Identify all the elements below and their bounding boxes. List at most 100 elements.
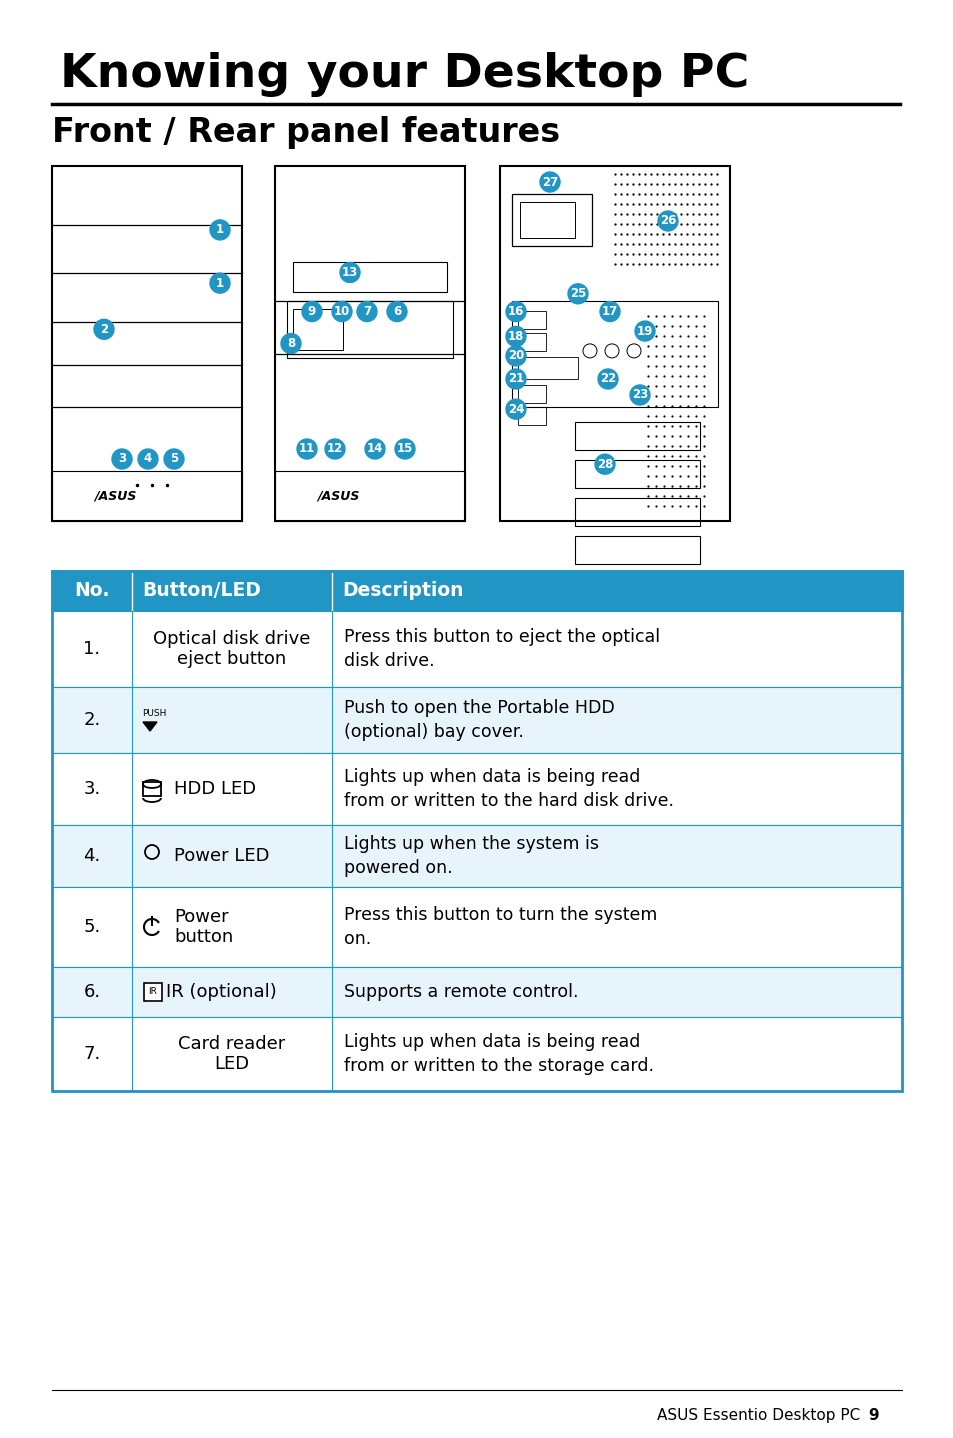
Text: ASUS Essentio Desktop PC: ASUS Essentio Desktop PC <box>656 1408 859 1424</box>
Bar <box>519 201 575 239</box>
Text: 8: 8 <box>287 336 294 349</box>
Text: Lights up when data is being read
from or written to the hard disk drive.: Lights up when data is being read from o… <box>344 768 673 810</box>
Bar <box>517 407 545 424</box>
Text: Press this button to turn the system
on.: Press this button to turn the system on. <box>344 906 657 948</box>
Circle shape <box>598 370 618 390</box>
Text: 28: 28 <box>597 457 613 470</box>
Bar <box>52 571 901 1091</box>
Bar <box>517 385 545 403</box>
Text: 20: 20 <box>507 349 523 362</box>
Bar <box>293 262 447 292</box>
Text: 5.: 5. <box>83 917 100 936</box>
Circle shape <box>599 302 619 322</box>
Text: Push to open the Portable HDD
(optional) bay cover.: Push to open the Portable HDD (optional)… <box>344 699 614 741</box>
Circle shape <box>339 263 359 282</box>
Text: 15: 15 <box>396 443 413 456</box>
Circle shape <box>138 449 158 469</box>
Text: 1: 1 <box>215 276 224 289</box>
Bar <box>52 754 901 825</box>
Bar <box>293 309 343 349</box>
Bar <box>499 165 729 521</box>
Bar <box>52 611 901 687</box>
Text: 26: 26 <box>659 214 676 227</box>
Text: Description: Description <box>341 581 463 601</box>
Circle shape <box>658 211 678 232</box>
Circle shape <box>325 439 345 459</box>
Bar <box>52 687 901 754</box>
Text: /ASUS: /ASUS <box>94 489 136 502</box>
Bar <box>52 825 901 887</box>
Text: 2: 2 <box>100 322 108 336</box>
Text: 23: 23 <box>631 388 647 401</box>
Bar <box>575 535 700 564</box>
Text: 10: 10 <box>334 305 350 318</box>
Bar <box>517 334 545 351</box>
Circle shape <box>356 302 376 322</box>
Circle shape <box>365 439 385 459</box>
Bar <box>52 472 242 521</box>
Text: Lights up when data is being read
from or written to the storage card.: Lights up when data is being read from o… <box>344 1032 654 1074</box>
Bar <box>52 571 901 611</box>
Circle shape <box>94 319 113 339</box>
Text: 7: 7 <box>362 305 371 318</box>
Circle shape <box>332 302 352 322</box>
Text: 6.: 6. <box>83 984 100 1001</box>
Circle shape <box>629 385 649 406</box>
Circle shape <box>505 326 525 347</box>
Circle shape <box>505 302 525 322</box>
Circle shape <box>210 273 230 293</box>
Circle shape <box>635 321 655 341</box>
Text: 17: 17 <box>601 305 618 318</box>
Circle shape <box>395 439 415 459</box>
Text: Lights up when the system is
powered on.: Lights up when the system is powered on. <box>344 835 598 877</box>
Text: PUSH: PUSH <box>142 709 166 719</box>
Text: 2.: 2. <box>83 710 100 729</box>
Circle shape <box>539 173 559 193</box>
Text: Press this button to eject the optical
disk drive.: Press this button to eject the optical d… <box>344 628 659 670</box>
Bar <box>517 311 545 329</box>
Circle shape <box>164 449 184 469</box>
Text: HDD LED: HDD LED <box>173 779 255 798</box>
Text: 6: 6 <box>393 305 400 318</box>
Text: 16: 16 <box>507 305 523 318</box>
Text: 3: 3 <box>118 453 126 466</box>
Text: IR (optional): IR (optional) <box>166 984 276 1001</box>
Text: 25: 25 <box>569 288 585 301</box>
Text: 5: 5 <box>170 453 178 466</box>
Text: Card reader
LED: Card reader LED <box>178 1034 285 1073</box>
Bar <box>52 1017 901 1091</box>
Circle shape <box>281 334 301 354</box>
Text: 13: 13 <box>341 266 357 279</box>
Text: Power
button: Power button <box>173 907 233 946</box>
Bar <box>287 301 453 358</box>
Text: Optical disk drive
eject button: Optical disk drive eject button <box>153 630 311 669</box>
Bar <box>575 421 700 450</box>
Text: Power LED: Power LED <box>173 847 269 866</box>
Circle shape <box>567 283 587 303</box>
Text: 9: 9 <box>308 305 315 318</box>
Text: 1: 1 <box>215 223 224 236</box>
Circle shape <box>296 439 316 459</box>
Text: Supports a remote control.: Supports a remote control. <box>344 984 578 1001</box>
Circle shape <box>505 400 525 418</box>
Text: IR: IR <box>149 986 157 997</box>
Circle shape <box>505 370 525 390</box>
Text: 3.: 3. <box>83 779 100 798</box>
Text: 7.: 7. <box>83 1045 100 1063</box>
Bar <box>512 301 718 407</box>
Bar <box>52 165 242 521</box>
Text: No.: No. <box>74 581 110 601</box>
Circle shape <box>505 347 525 365</box>
Text: 22: 22 <box>599 372 616 385</box>
Bar <box>52 887 901 966</box>
Bar <box>512 194 592 246</box>
Bar <box>52 966 901 1017</box>
Text: 27: 27 <box>541 175 558 188</box>
Text: 11: 11 <box>298 443 314 456</box>
Text: 21: 21 <box>507 372 523 385</box>
Bar <box>144 984 162 1001</box>
Bar <box>143 782 161 797</box>
Text: Knowing your Desktop PC: Knowing your Desktop PC <box>60 52 749 96</box>
Bar <box>575 460 700 487</box>
Text: 19: 19 <box>637 325 653 338</box>
